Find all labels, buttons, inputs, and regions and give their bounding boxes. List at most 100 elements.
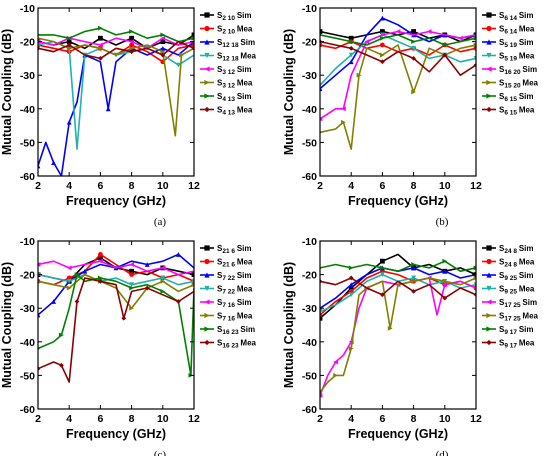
series-point [160,45,166,51]
series-point [144,285,150,291]
y-tick-label: -10 [20,3,35,15]
series-point [121,315,127,321]
legend-marker [204,326,210,332]
series-line-5 [320,277,476,393]
series-point [442,282,448,288]
series-point [411,29,416,34]
series-point [160,49,166,55]
series-line-7 [320,277,476,299]
x-tick-label: 12 [470,180,482,192]
series-point [320,131,323,134]
series-line-3 [38,273,194,286]
series-point [129,42,135,48]
series-point [129,262,134,267]
series-point [442,42,448,48]
series-point [176,252,181,257]
legend-marker [204,66,210,72]
x-tick-label: 2 [317,413,323,425]
series-point [442,268,448,274]
legend-marker [204,106,210,113]
series-group [320,15,476,150]
series-point [341,106,346,112]
legend-marker [486,258,492,265]
legend-marker [486,106,492,113]
legend-label: S16 23 Mea [217,339,257,350]
legend-marker [204,12,210,18]
series-point [348,39,354,44]
series-point [411,275,416,281]
series-point [411,289,416,294]
legend-label: S21 6 Sim [217,244,251,255]
legend-label: S7 16 Sim [217,298,251,309]
legend-marker [486,25,492,32]
series-point [144,262,150,267]
y-tick-label: -60 [20,171,35,183]
y-tick-label: -20 [302,270,317,282]
plot-frame [37,240,195,410]
legend-label: S9 17 Sim [499,325,533,336]
legend-marker [204,258,210,265]
series-point [473,275,476,281]
legend-marker [486,285,492,292]
x-tick-label: 8 [129,180,135,192]
series-point [129,29,134,34]
y-tick-label: -60 [302,171,317,183]
series-point [98,278,103,284]
legend: S6 14 Sim S6 14 Mea S5 19 Sim S5 19 Mea S16 … [482,11,539,117]
series-point [74,299,80,304]
legend-label: S17 25 Mea [499,312,539,323]
legend-label: S4 13 Sim [217,92,251,103]
legend-marker [486,312,492,319]
series-line-2 [320,17,476,90]
legend-marker [486,245,492,251]
x-tick-label: 6 [379,180,385,192]
legend-label: S7 22 Sim [217,271,251,282]
series-point [473,286,476,290]
x-tick-label: 12 [188,180,200,192]
series-point [98,252,103,257]
series-point [66,285,72,291]
series-point [66,278,72,284]
x-tick-label: 2 [317,180,323,192]
x-tick-label: 4 [66,413,72,425]
series-point [348,282,354,288]
legend-marker [204,312,210,319]
figure-caption: (c) [154,449,167,456]
series-point [411,265,416,271]
series-point [356,72,362,78]
series-point [380,42,385,48]
series-point [473,56,476,61]
legend-label: S7 22 Mea [217,285,253,296]
series-point [129,35,134,41]
series-point [160,278,166,284]
x-tick-label: 10 [157,180,169,192]
legend-label: S5 19 Mea [499,52,535,63]
series-line-0 [320,253,476,319]
series-point [176,62,181,68]
series-point [380,59,385,65]
series-point [473,35,476,41]
series-point [380,15,385,21]
legend-marker [486,39,492,45]
series-point [442,52,448,58]
series-point [473,62,476,68]
series-line-0 [38,34,194,50]
series-point [98,42,103,48]
plot-frame [319,240,477,410]
series-line-3 [38,40,194,150]
series-point [129,39,134,44]
series-point [411,262,416,267]
series-point [320,266,323,270]
legend-marker [486,79,492,86]
legend-label: S5 19 Sim [499,38,533,49]
x-tick-label: 4 [66,180,72,192]
series-point [129,45,134,51]
legend-label: S21 6 Mea [217,258,253,269]
legend-label: S2 10 Mea [217,25,253,36]
series-line-6 [38,273,194,377]
series-point [98,25,103,31]
legend-marker [204,272,210,278]
series-point [82,268,88,274]
legend-label: S12 18 Mea [217,52,257,63]
